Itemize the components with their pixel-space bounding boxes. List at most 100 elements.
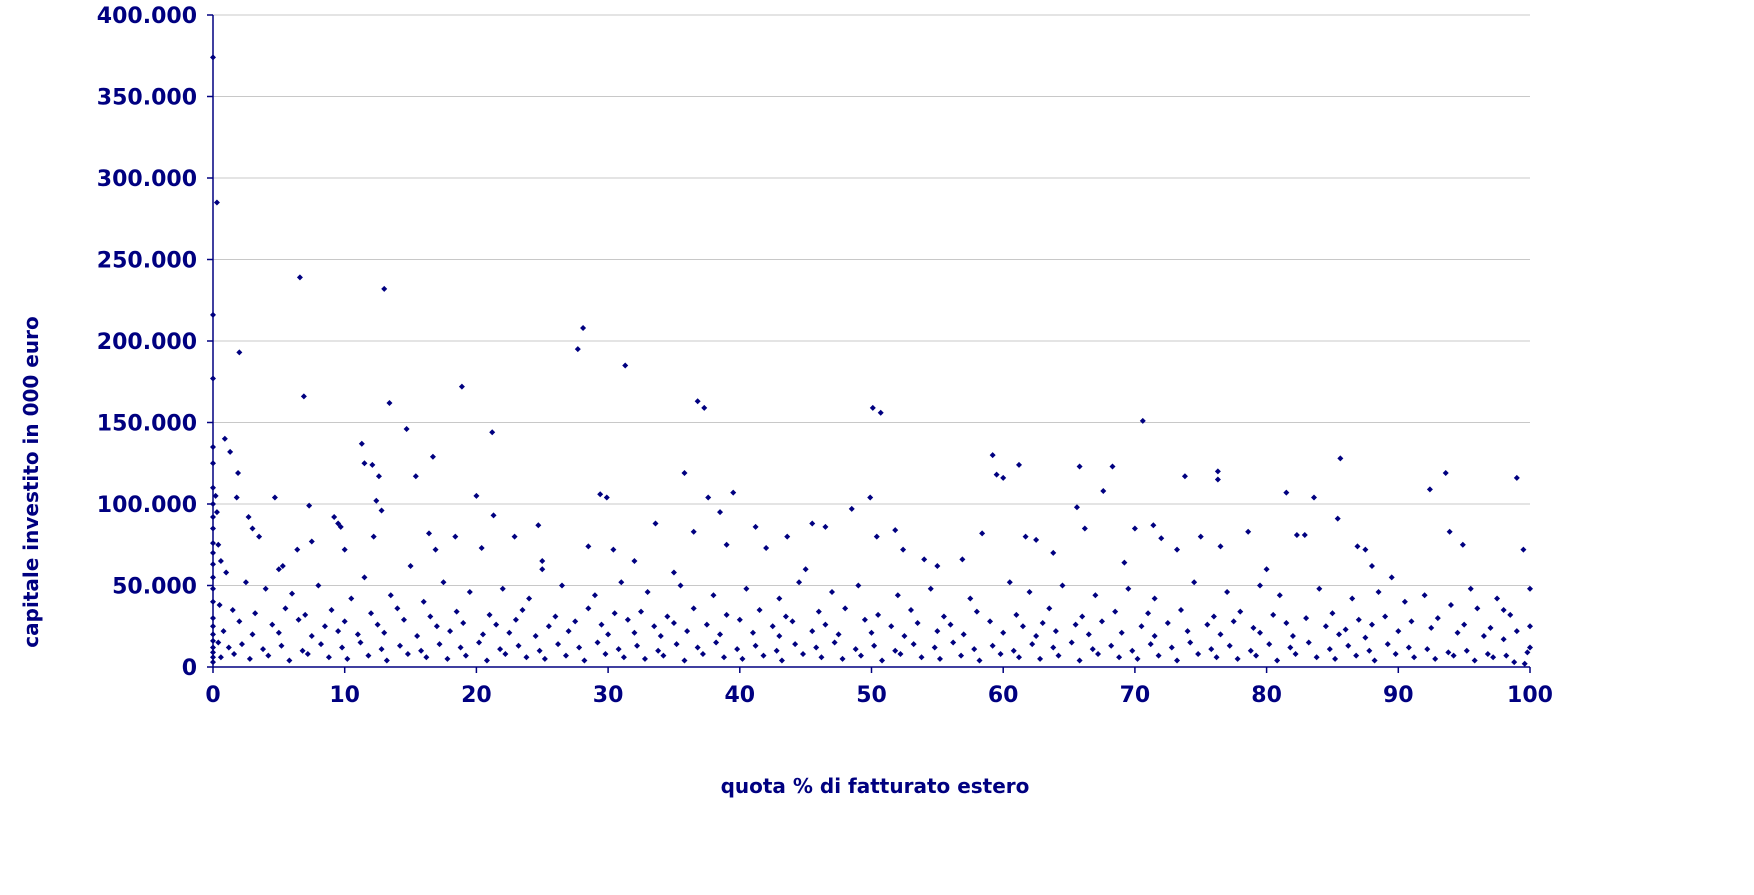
data-point [897,650,904,657]
data-point [213,509,220,516]
data-point [1301,531,1308,538]
data-point [1524,649,1531,656]
data-point [1395,628,1402,635]
data-point [1089,646,1096,653]
axes [207,14,1531,673]
data-point [677,582,684,589]
data-point [1434,615,1441,622]
data-point [404,650,411,657]
data-point [315,582,322,589]
data-point [1150,522,1157,529]
y-tick-label: 300.000 [97,167,197,192]
data-point [1408,618,1415,625]
data-point [1257,582,1264,589]
data-point [299,647,306,654]
data-point [383,657,390,664]
x-tick-label: 10 [329,683,360,708]
data-point [1270,611,1277,618]
data-point [447,628,454,635]
data-point [1368,621,1375,628]
data-point [1454,629,1461,636]
data-point [1129,647,1136,654]
data-point [835,631,842,638]
data-point [580,324,587,331]
data-point [752,642,759,649]
data-point [252,610,259,617]
data-point [1421,592,1428,599]
data-point [979,530,986,537]
data-point [918,654,925,661]
data-point [910,641,917,648]
data-point [555,641,562,648]
data-point [1527,623,1533,630]
data-point [1334,515,1341,522]
data-point [921,556,928,563]
data-point [365,652,372,659]
data-point [655,647,662,654]
data-point [624,616,631,623]
data-point [958,652,965,659]
data-point [989,452,996,459]
data-point [936,655,943,662]
data-point [378,507,385,514]
data-point [615,646,622,653]
data-point [1164,619,1171,626]
data-point [559,582,566,589]
data-point [300,393,307,400]
data-point [1326,646,1333,653]
data-point [763,545,770,552]
grid-lines [213,14,1530,586]
data-point [1174,657,1181,664]
data-point [1109,463,1116,470]
data-point [308,538,315,545]
data-point [425,530,432,537]
data-point [871,642,878,649]
data-point [306,502,313,509]
data-point [752,523,759,530]
data-point [585,605,592,612]
data-point [1382,613,1389,620]
data-point [418,647,425,654]
data-point [341,618,348,625]
data-point [321,623,328,630]
data-point [802,566,809,573]
data-point [760,652,767,659]
data-point [231,650,238,657]
data-point [515,642,522,649]
data-point [641,655,648,662]
data-point [1293,531,1300,538]
x-tick-label: 0 [205,683,220,708]
data-point [1447,602,1454,609]
data-point [1079,613,1086,620]
data-point [1217,631,1224,638]
data-point [660,652,667,659]
data-point [519,606,526,613]
data-point [1210,613,1217,620]
data-point [490,512,497,519]
data-point [1204,621,1211,628]
data-point [407,562,414,569]
data-point [328,606,335,613]
y-tick-label: 250.000 [97,249,197,274]
data-point [644,589,651,596]
data-point [690,605,697,612]
data-point [552,613,559,620]
data-point [1237,608,1244,615]
data-point [1322,623,1329,630]
data-point [536,647,543,654]
data-point [427,613,434,620]
data-point [1213,654,1220,661]
data-point [1000,474,1007,481]
data-point [1332,655,1339,662]
data-point [1362,546,1369,553]
data-point [670,569,677,576]
data-point [1520,546,1527,553]
data-point [1446,528,1453,535]
x-tick-label: 60 [988,683,1019,708]
data-point [867,494,874,501]
data-point [1214,468,1221,475]
data-point [1411,654,1418,661]
data-point [1108,642,1115,649]
data-point [1214,476,1221,483]
data-point [215,541,222,548]
